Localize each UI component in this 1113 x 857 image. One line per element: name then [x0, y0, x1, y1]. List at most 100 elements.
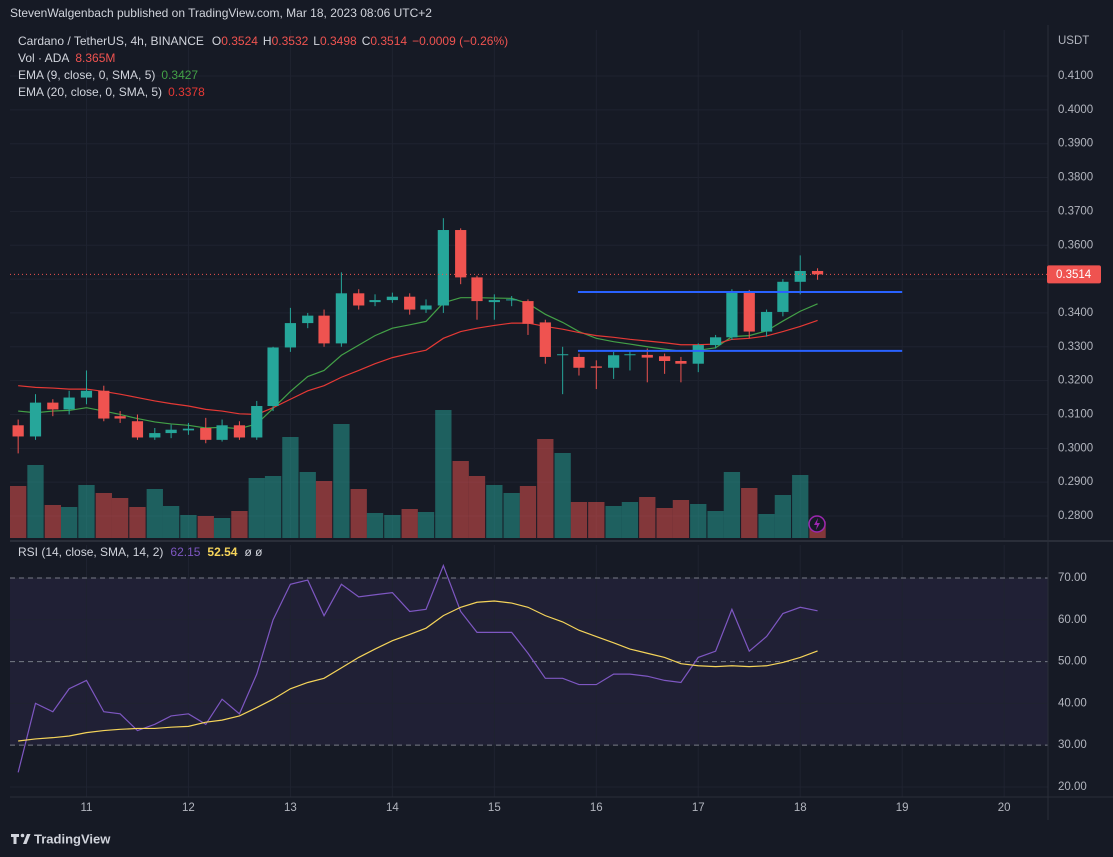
volume-bar — [741, 488, 758, 538]
volume-bar — [554, 453, 571, 538]
candle-body — [573, 356, 585, 368]
candle-body — [12, 425, 24, 437]
legend-volume: Vol · ADA 8.365M — [18, 51, 115, 65]
y-tick-label: 0.3400 — [1058, 307, 1093, 319]
candle-body — [743, 291, 755, 332]
volume-bar — [417, 512, 435, 538]
candle-body — [80, 390, 93, 398]
volume-bar — [723, 472, 741, 538]
candle-body — [539, 322, 551, 357]
y-tick-label: 0.4000 — [1058, 104, 1093, 116]
candle-body — [608, 355, 620, 368]
y-tick-label: 0.2900 — [1058, 476, 1093, 488]
volume-bar — [282, 437, 299, 538]
legend-main: Cardano / TetherUS, 4h, BINANCE O0.3524 H0… — [18, 34, 508, 48]
volume-unit: M — [105, 51, 115, 65]
candle-body — [760, 311, 773, 332]
y-tick-label: 0.3000 — [1058, 442, 1093, 454]
volume-bar — [111, 498, 129, 538]
volume-bar — [452, 461, 469, 538]
volume-bar — [621, 502, 639, 538]
ema20-name: EMA (20, close, 0, SMA, 5) — [18, 85, 162, 99]
candle-body — [267, 347, 279, 407]
volume-bar — [588, 502, 605, 538]
candle-body — [318, 315, 330, 344]
y-tick-label: 0.4100 — [1058, 70, 1093, 82]
legend-key: L — [313, 34, 320, 48]
y-tick-label: 0.3600 — [1058, 239, 1093, 251]
rsi-ma-value: 52.54 — [207, 545, 237, 559]
x-tick-label: 20 — [998, 802, 1011, 814]
candle-body — [284, 323, 297, 348]
rsi-title: RSI (14, close, SMA, 14, 2) — [18, 545, 163, 559]
candle-body — [641, 354, 653, 358]
volume-bar — [486, 485, 503, 538]
candle-body — [165, 429, 177, 434]
volume-bar — [146, 489, 163, 538]
alert-bolt — [814, 518, 820, 530]
grid-layer — [10, 30, 1048, 797]
y-tick-label: 0.3700 — [1058, 205, 1093, 217]
volume-bar — [129, 507, 146, 538]
legend-change: −0.0009 (−0.26%) — [412, 34, 508, 48]
candle-body — [811, 270, 824, 275]
volume-bar — [180, 515, 197, 538]
volume-bar — [384, 515, 401, 538]
footer-text: TradingView — [34, 831, 111, 846]
volume-bar — [78, 485, 95, 538]
y-tick-label: 40.00 — [1058, 697, 1087, 709]
legend-ema20: EMA (20, close, 0, SMA, 5) 0.3378 — [18, 85, 205, 99]
candle-body — [335, 293, 347, 344]
volume-bar — [537, 439, 554, 538]
candle-body — [114, 416, 126, 419]
legend-key: C — [362, 34, 371, 48]
y-tick-label: 0.3300 — [1058, 341, 1093, 353]
volume-value: 8.365 — [75, 51, 105, 65]
last-price-box — [1047, 265, 1101, 284]
candle-body — [471, 277, 483, 302]
candle-body — [353, 293, 365, 306]
volume-bar — [435, 410, 452, 538]
candle-body — [98, 390, 110, 419]
legend-high: 0.3532 — [272, 34, 309, 48]
header: StevenWalgenbach published on TradingVie… — [10, 6, 432, 20]
volume-bar — [231, 511, 248, 538]
legend-ema9: EMA (9, close, 0, SMA, 5) 0.3427 — [18, 68, 198, 82]
volume-bar — [95, 493, 112, 538]
y-tick-label: 70.00 — [1058, 572, 1087, 584]
y-tick-label: 50.00 — [1058, 656, 1087, 668]
logo-dot — [20, 833, 25, 838]
legend-rsi: RSI (14, close, SMA, 14, 2) 62.15 52.54 ø ø — [18, 545, 263, 559]
candle-body — [557, 354, 569, 356]
volume-bar — [605, 506, 622, 538]
legend-close: 0.3514 — [370, 34, 407, 48]
volume-bar — [27, 465, 44, 538]
footer-logo: TradingView — [11, 831, 111, 846]
y-tick-label: 20.00 — [1058, 781, 1087, 793]
candle-body — [777, 281, 789, 312]
ema9-name: EMA (9, close, 0, SMA, 5) — [18, 68, 155, 82]
candle-body — [47, 402, 59, 410]
x-tick-label: 11 — [80, 802, 92, 814]
x-tick-label: 13 — [284, 802, 297, 814]
y-tick-label: 0.2800 — [1058, 510, 1093, 522]
price-axis-label: USDT — [1058, 35, 1089, 47]
candle-body — [182, 428, 195, 431]
candle-body — [659, 356, 671, 361]
alert-icon[interactable] — [808, 515, 826, 533]
x-tick-label: 17 — [692, 802, 705, 814]
volume-bar — [366, 513, 384, 538]
y-tick-label: 0.3900 — [1058, 138, 1093, 150]
volume-bar — [299, 472, 316, 538]
volume-bar — [503, 493, 520, 538]
ema20-value: 0.3378 — [168, 85, 205, 99]
rsi-value: 62.15 — [170, 545, 200, 559]
x-tick-label: 19 — [896, 802, 909, 814]
candle-body — [794, 270, 806, 282]
volume-bar — [468, 476, 486, 538]
y-tick-label: 30.00 — [1058, 739, 1087, 751]
candle-body — [233, 425, 246, 438]
x-tick-label: 12 — [182, 802, 195, 814]
y-tick-label: 0.3200 — [1058, 375, 1093, 387]
volume-bar — [44, 505, 61, 538]
